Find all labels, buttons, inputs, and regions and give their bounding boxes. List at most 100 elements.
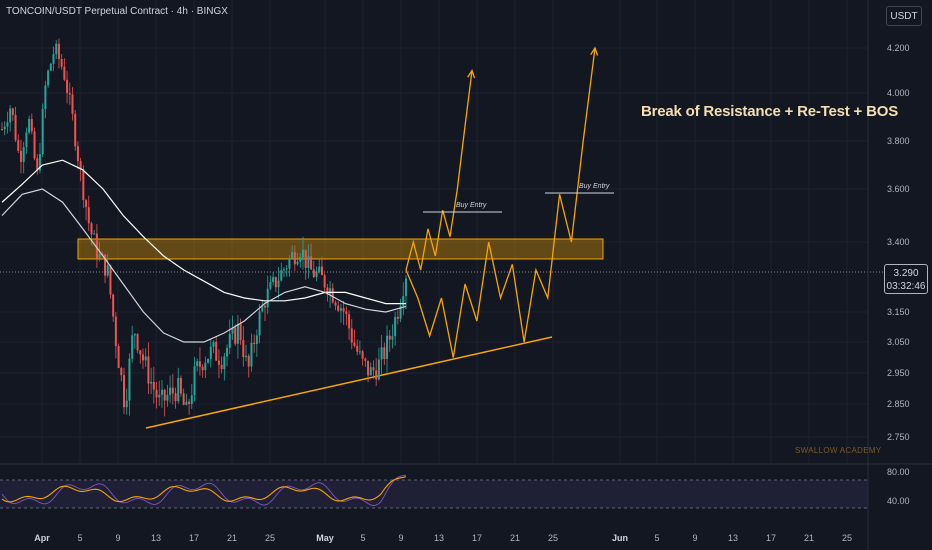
x-tick-label: 5 [654,533,659,543]
headline-annotation: Break of Resistance + Re-Test + BOS [641,103,898,120]
x-tick-label: 25 [265,533,275,543]
candle-body [320,266,323,276]
candle-body [253,342,256,344]
x-tick-label: 9 [398,533,403,543]
candle-body [394,316,397,337]
candle-body [299,257,302,262]
rsi-ma-line [1,476,407,503]
candle-body [57,43,60,59]
candle-body [85,200,88,208]
candle-body [239,323,242,340]
candle-body [356,345,359,352]
candle-body [345,311,348,315]
x-tick-label: 9 [692,533,697,543]
y-tick-label: 3.400 [887,237,910,247]
candle-body [388,335,391,340]
candle-body [399,306,402,319]
candle-body [185,401,188,405]
candle-body [190,395,193,404]
y-tick-label: 4.000 [887,88,910,98]
candle-body [52,54,55,64]
candle-body [198,361,201,367]
y-tick-label: 3.150 [887,307,910,317]
x-tick-label: May [316,533,334,543]
candle-body [312,269,315,278]
candle-body [339,308,342,311]
rsi-tick-label: 80.00 [887,467,910,477]
candles [1,38,407,417]
candle-body [150,381,153,384]
candle-body [98,254,101,259]
candle-body [44,85,47,110]
candle-body [139,350,142,355]
rsi-lines [1,474,407,506]
candle-body [182,393,185,405]
candle-body [201,366,204,371]
candle-body [231,327,234,334]
candle-body [109,265,112,295]
candle-body [141,354,144,361]
candle-body [19,150,22,162]
candle-body [193,366,196,396]
candle-body [310,256,313,270]
candle-body [179,378,182,394]
candle-body [163,389,166,401]
candle-body [106,265,109,276]
candle-body [3,126,6,130]
candle-body [367,360,370,376]
candle-body [372,367,375,371]
candle-body [209,346,212,359]
candle-body [128,358,131,401]
x-tick-label: Apr [34,533,50,543]
candle-body [250,342,253,367]
candle-body [1,129,3,130]
x-tick-label: Jun [612,533,628,543]
rsi-band [0,480,868,508]
candle-body [348,314,351,329]
candle-body [11,108,14,115]
candle-body [82,169,85,201]
candle-body [55,43,58,55]
x-tick-label: 13 [434,533,444,543]
candle-body [258,311,261,336]
candle-body [9,108,12,123]
candle-body [6,122,9,127]
last-price-badge: 3.290 03:32:46 [884,264,928,294]
bar-countdown: 03:32:46 [886,281,926,292]
grid [0,0,868,464]
candle-body [114,316,117,347]
candle-body [166,394,169,401]
candle-body [133,334,136,336]
x-tick-label: 13 [728,533,738,543]
candle-body [41,109,44,155]
candle-body [264,305,267,308]
symbol-title: TONCOIN/USDT Perpetual Contract · 4h · B… [6,6,228,17]
ma-slow-line [1,159,406,305]
candle-body [307,256,310,268]
candle-body [383,347,386,359]
candle-body [334,302,337,306]
candle-body [318,266,321,272]
candle-body [296,261,299,265]
y-tick-label: 3.050 [887,337,910,347]
candle-body [245,355,248,358]
candle-body [36,158,39,171]
y-tick-label: 2.750 [887,432,910,442]
candle-body [304,249,307,268]
resistance-zone [77,238,604,260]
candle-body [144,356,147,361]
rsi-tick-label: 40.00 [887,496,910,506]
candle-body [358,351,361,353]
x-tick-label: 9 [115,533,120,543]
candle-body [207,358,210,363]
candle-body [361,351,364,359]
currency-button[interactable]: USDT [886,6,922,26]
candle-body [377,359,380,380]
y-tick-label: 4.200 [887,43,910,53]
candle-body [369,367,372,376]
candle-body [288,258,291,269]
candle-body [79,161,82,170]
candle-body [396,316,399,319]
candle-body [272,277,275,282]
